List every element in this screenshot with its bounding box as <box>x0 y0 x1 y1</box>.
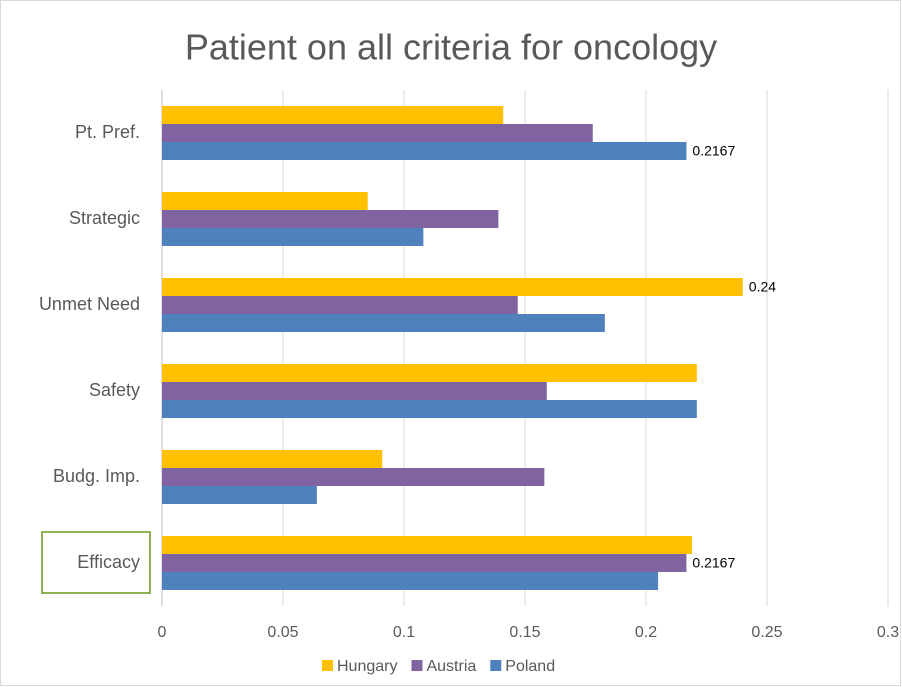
legend-label: Poland <box>505 658 555 675</box>
legend-swatch <box>411 660 423 671</box>
y-tick-label: Budg. Imp. <box>53 466 140 486</box>
legend-swatch <box>322 660 333 671</box>
y-tick-label: Unmet Need <box>39 294 140 314</box>
bar <box>162 450 383 468</box>
data-label: 0.24 <box>749 279 776 295</box>
bar <box>162 278 743 296</box>
bar <box>162 142 687 160</box>
x-tick-label: 0.3 <box>877 624 899 641</box>
bar <box>162 210 499 228</box>
x-tick-label: 0 <box>158 624 167 641</box>
bar <box>162 536 692 554</box>
x-tick-label: 0.2 <box>635 624 657 641</box>
bar <box>162 554 687 572</box>
x-tick-label: 0.15 <box>509 624 540 641</box>
bar <box>162 382 547 400</box>
bar <box>162 486 317 504</box>
bar <box>162 124 593 142</box>
y-tick-label: Pt. Pref. <box>75 122 140 142</box>
bar <box>162 314 605 332</box>
x-tick-label: 0.05 <box>267 624 298 641</box>
data-label: 0.2167 <box>692 143 735 159</box>
bar <box>162 296 518 314</box>
legend-label: Hungary <box>337 658 397 675</box>
bar <box>162 192 368 210</box>
bar <box>162 468 545 486</box>
data-label: 0.2167 <box>692 555 735 571</box>
chart-title: Patient on all criteria for oncology <box>185 27 717 68</box>
y-tick-label: Efficacy <box>77 552 140 572</box>
bar <box>162 400 697 418</box>
x-tick-label: 0.25 <box>751 624 782 641</box>
bar <box>162 228 424 246</box>
x-tick-label: 0.1 <box>393 624 415 641</box>
bar <box>162 364 697 382</box>
highlight-box <box>41 531 151 594</box>
legend-label: Austria <box>426 658 476 675</box>
y-tick-label: Safety <box>89 380 140 400</box>
legend-swatch <box>490 660 502 671</box>
y-tick-label: Strategic <box>69 208 140 228</box>
bar <box>162 106 504 124</box>
bar <box>162 572 659 590</box>
